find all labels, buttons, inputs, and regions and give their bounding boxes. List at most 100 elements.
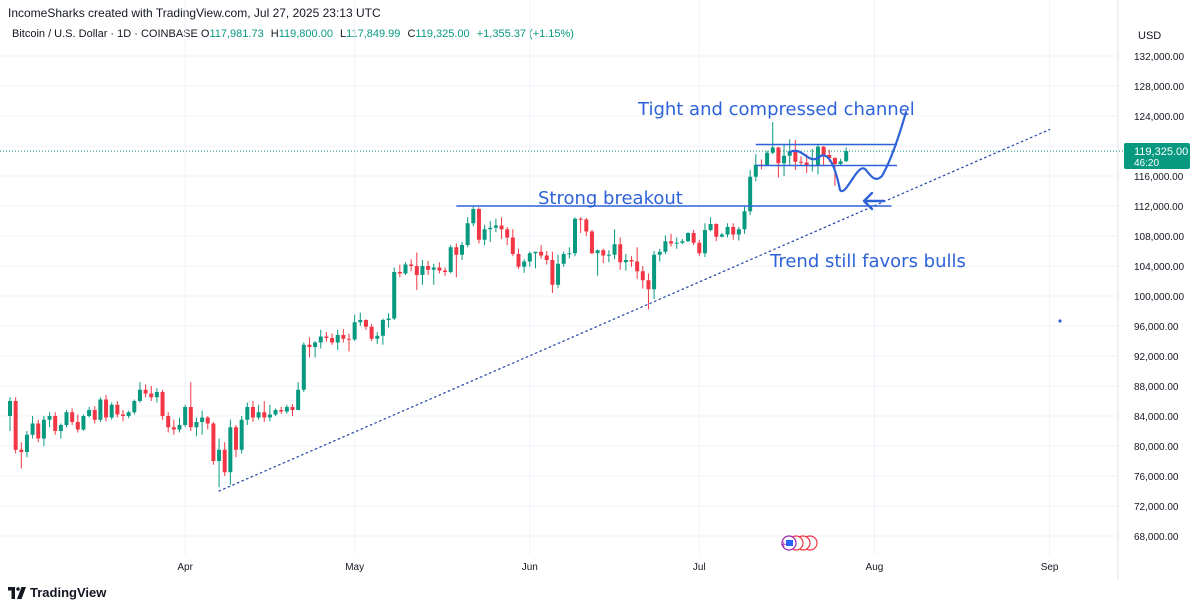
y-tick-label: 132,000.00 <box>1134 52 1184 63</box>
candle-body <box>273 410 278 415</box>
candle-body <box>228 427 233 473</box>
candle-body <box>341 335 346 339</box>
candle-body <box>41 419 46 439</box>
last-price-value: 119,325.00 <box>1134 146 1188 158</box>
candle-body <box>488 227 493 230</box>
tradingview-logo[interactable]: TradingView <box>8 585 106 600</box>
candle-body <box>8 401 12 416</box>
x-tick-label: Jun <box>522 562 538 573</box>
candle-body <box>137 389 142 401</box>
candle-body <box>217 449 222 461</box>
close-label: C <box>407 28 416 40</box>
projection-path[interactable] <box>788 110 908 193</box>
candle-body <box>347 338 351 340</box>
candle-body <box>426 266 431 270</box>
candle-body <box>448 247 453 272</box>
trendline[interactable] <box>218 128 1051 492</box>
candle-body <box>143 389 148 394</box>
open-label: O <box>200 28 210 40</box>
candle-body <box>725 227 730 235</box>
low-value: 117,849.99 <box>346 28 401 40</box>
candle-body <box>53 416 58 431</box>
candle-body <box>482 229 487 240</box>
y-tick-label: 68,000.00 <box>1134 532 1179 543</box>
candle-body <box>635 261 640 272</box>
candle-body <box>375 335 380 339</box>
candle-body <box>832 158 837 164</box>
channel-annotation[interactable]: Tight and compressed channel <box>637 99 915 120</box>
candle-body <box>770 147 775 153</box>
candle-body <box>465 223 470 245</box>
candle-body <box>234 427 238 450</box>
y-tick-label: 100,000.00 <box>1134 292 1184 303</box>
change-value: +1,355.37 (+1.15%) <box>476 28 574 40</box>
high-label: H <box>270 28 279 40</box>
candle-body <box>47 416 52 420</box>
candle-body <box>544 255 549 260</box>
x-tick-label: May <box>345 562 364 573</box>
candle-body <box>109 404 114 418</box>
open-value: 117,981.73 <box>209 28 264 40</box>
candle-body <box>58 425 63 431</box>
candle-body <box>19 449 24 452</box>
candle-body <box>188 407 193 428</box>
horizontal-lines[interactable] <box>456 143 898 207</box>
candle-body <box>736 229 741 235</box>
candle-body <box>606 254 611 256</box>
arrow-icon[interactable] <box>862 191 886 211</box>
candle-body <box>516 254 521 267</box>
y-tick-label: 88,000.00 <box>1134 382 1179 393</box>
candle-body <box>601 250 606 256</box>
events-icon[interactable]: + <box>780 535 818 551</box>
tradingview-brand: TradingView <box>30 585 107 600</box>
y-tick-label: 116,000.00 <box>1134 172 1184 183</box>
candle-body <box>821 146 826 155</box>
candle-body <box>652 254 657 290</box>
candle-body <box>92 410 97 420</box>
candle-body <box>765 152 770 166</box>
candle-body <box>121 414 125 416</box>
candle-body <box>815 146 820 166</box>
candle-body <box>358 320 363 323</box>
candle-body <box>98 399 103 420</box>
candle-body <box>239 419 244 450</box>
time-axis[interactable]: Apr May Jun Jul Aug Sep <box>177 562 1059 573</box>
candle-body <box>262 412 267 418</box>
symbol-name[interactable]: Bitcoin / U.S. Dollar · 1D · COINBASE <box>12 28 198 40</box>
currency-label[interactable]: USD <box>1138 30 1162 42</box>
y-tick-label: 72,000.00 <box>1134 502 1179 513</box>
candle-body <box>392 272 397 319</box>
trend-annotation[interactable]: Trend still favors bulls <box>769 251 966 272</box>
countdown-value: 46:20 <box>1134 158 1159 169</box>
candle-body <box>691 233 696 243</box>
candle-body <box>589 231 594 254</box>
y-tick-label: 76,000.00 <box>1134 472 1179 483</box>
trendline-segment <box>218 128 1051 492</box>
candle-body <box>284 407 289 412</box>
candle-body <box>527 253 532 262</box>
candle-body <box>505 229 510 238</box>
candle-body <box>460 245 464 255</box>
candle-body <box>573 218 577 254</box>
candle-body <box>87 410 92 416</box>
price-axis[interactable]: 132,000.00128,000.00124,000.00120,000.00… <box>1134 52 1184 543</box>
candle-body <box>748 176 753 212</box>
candle-body <box>177 425 182 430</box>
candle-body <box>431 267 436 270</box>
candle-body <box>493 225 498 228</box>
candle-body <box>24 434 29 452</box>
candle-body <box>623 260 628 263</box>
candle-body <box>296 389 301 410</box>
candle-body <box>437 267 442 271</box>
candle-body <box>719 234 724 237</box>
y-tick-label: 124,000.00 <box>1134 112 1184 123</box>
candle-body <box>697 242 702 254</box>
candle-body <box>595 250 600 254</box>
candle-body <box>669 241 674 244</box>
breakout-annotation[interactable]: Strong breakout <box>538 188 683 209</box>
candle-body <box>194 422 199 428</box>
candle-body <box>183 407 188 425</box>
last-price-badge[interactable]: 119,325.00 46:20 <box>1124 143 1190 169</box>
candles <box>8 122 849 488</box>
